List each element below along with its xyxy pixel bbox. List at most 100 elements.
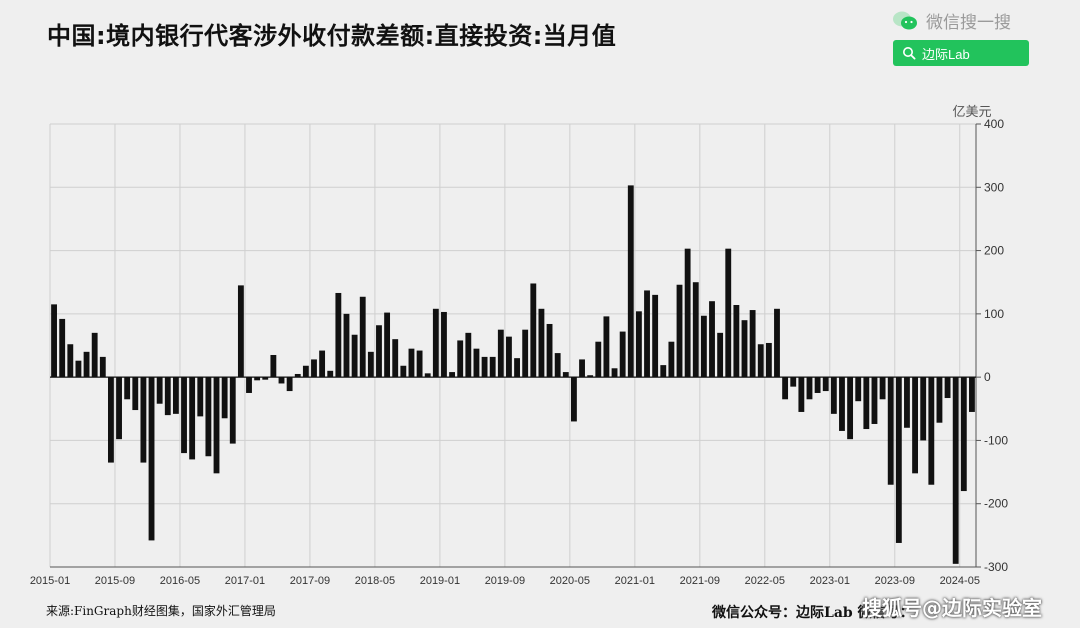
bar — [668, 341, 675, 378]
y-tick-label: 100 — [984, 307, 1004, 321]
bar — [351, 334, 358, 378]
bar — [595, 341, 602, 378]
source-note: 来源:FinGraph财经图集，国家外汇管理局 — [46, 604, 276, 618]
bar — [920, 377, 927, 441]
bar — [912, 377, 919, 474]
bar — [449, 372, 456, 378]
bar — [514, 358, 520, 378]
bar — [798, 377, 805, 412]
bar — [51, 304, 57, 378]
x-tick-label: 2016-05 — [160, 575, 200, 587]
account-note: 微信公众号：边际Lab 微信号： — [712, 605, 914, 621]
x-tick-label: 2023-09 — [875, 575, 915, 587]
bar — [359, 296, 366, 378]
bar — [164, 377, 171, 416]
bar — [887, 377, 894, 485]
bar — [717, 332, 724, 378]
bar — [392, 339, 399, 378]
y-tick-label: -300 — [984, 560, 1008, 574]
bar — [181, 377, 187, 454]
bar — [692, 282, 699, 378]
bar — [124, 377, 131, 400]
bar — [570, 377, 577, 422]
bar — [562, 372, 569, 378]
bar — [286, 377, 293, 392]
bar — [497, 329, 504, 378]
bar — [335, 292, 342, 378]
bar — [733, 304, 740, 378]
wechat-search-label: 微信搜一搜 — [892, 8, 1011, 33]
bar — [627, 185, 634, 378]
bar — [790, 377, 797, 387]
bar — [205, 377, 212, 457]
search-button-label: 边际Lab — [922, 46, 970, 62]
bar — [830, 377, 837, 414]
bar — [676, 284, 683, 378]
bar — [644, 290, 650, 378]
wechat-search-text: 微信搜一搜 — [926, 13, 1011, 33]
x-tick-label: 2018-05 — [355, 575, 395, 587]
bar — [619, 331, 626, 378]
bar — [116, 377, 122, 440]
bar — [895, 377, 902, 543]
bar — [839, 377, 845, 431]
bar — [587, 375, 594, 378]
bar — [749, 310, 756, 378]
bar — [709, 301, 715, 378]
bar — [530, 283, 537, 378]
bar — [416, 350, 423, 378]
bar — [546, 323, 553, 378]
bar — [156, 377, 163, 404]
bar — [221, 377, 228, 419]
bar — [774, 308, 780, 378]
bar — [554, 353, 561, 378]
bar — [782, 377, 789, 400]
bar — [197, 377, 204, 417]
x-tick-label: 2021-09 — [680, 575, 720, 587]
y-tick-label: 0 — [984, 370, 991, 384]
x-tick-label: 2019-09 — [485, 575, 525, 587]
bar — [725, 248, 732, 378]
bar — [855, 377, 862, 402]
bar — [229, 377, 236, 444]
bar — [83, 351, 90, 378]
y-tick-label: 300 — [984, 180, 1004, 194]
bar — [936, 377, 943, 423]
bar — [424, 373, 431, 378]
x-tick-label: 2024-05 — [940, 575, 980, 587]
search-icon — [903, 47, 916, 60]
bar — [757, 344, 764, 378]
bar — [863, 377, 870, 430]
bar — [489, 356, 496, 378]
bar — [107, 377, 114, 463]
bar — [376, 325, 382, 378]
bar — [408, 348, 415, 378]
x-tick-label: 2017-01 — [225, 575, 265, 587]
bar — [327, 370, 334, 378]
bar — [311, 359, 317, 378]
bar — [847, 377, 854, 440]
bar — [952, 377, 959, 564]
y-tick-label: 400 — [984, 117, 1004, 131]
bar — [700, 315, 707, 378]
wechat-logo-icon — [893, 11, 917, 29]
bar — [254, 377, 261, 381]
bar — [603, 316, 610, 378]
bar — [189, 377, 196, 460]
bar — [806, 377, 813, 400]
x-tick-label: 2023-01 — [810, 575, 850, 587]
x-tick-label: 2022-05 — [745, 575, 785, 587]
bar — [660, 365, 667, 378]
x-tick-label: 2021-01 — [615, 575, 655, 587]
bar — [904, 377, 910, 428]
bar — [172, 377, 179, 414]
bar — [302, 365, 309, 378]
y-tick-label: 200 — [984, 244, 1004, 258]
bar — [294, 373, 301, 378]
bar — [91, 332, 98, 378]
x-tick-label: 2020-05 — [550, 575, 590, 587]
bar — [432, 308, 439, 378]
wechat-search-button[interactable]: 边际Lab — [893, 40, 1029, 66]
bar — [237, 285, 244, 378]
